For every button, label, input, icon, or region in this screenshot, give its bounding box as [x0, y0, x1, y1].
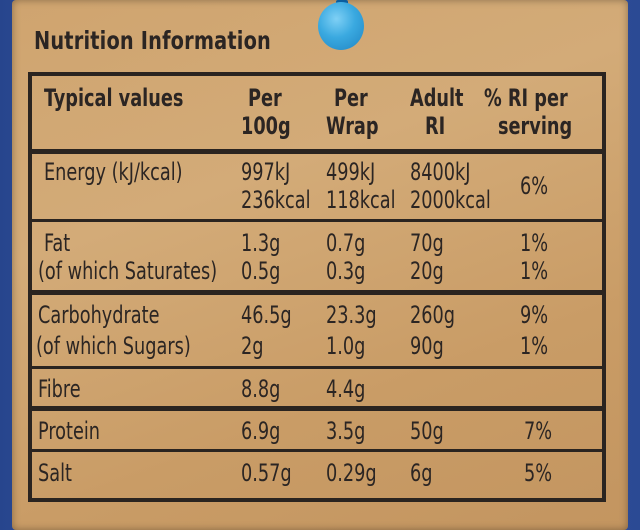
- sugars-wrap: 1.0g: [326, 332, 366, 360]
- row-divider: [28, 219, 606, 222]
- energy-wrap-kcal: 118kcal: [326, 186, 396, 214]
- salt-wrap: 0.29g: [326, 459, 377, 487]
- carbohydrate-per100: 46.5g: [241, 301, 292, 329]
- header-adult-ri-line2: RI: [425, 112, 446, 140]
- sugars-ri: 1%: [520, 332, 549, 360]
- protein-per100: 6.9g: [241, 417, 281, 445]
- header-divider: [28, 149, 606, 154]
- row-label-saturates: (of which Saturates): [38, 257, 218, 285]
- saturates-per100: 0.5g: [241, 257, 281, 285]
- row-divider: [28, 290, 606, 295]
- carbohydrate-wrap: 23.3g: [326, 301, 377, 329]
- blue-pin: [318, 2, 364, 50]
- energy-adult-kj: 8400kJ: [410, 158, 471, 186]
- protein-wrap: 3.5g: [326, 417, 366, 445]
- protein-adult: 50g: [410, 417, 444, 445]
- nutrition-label: [12, 0, 628, 530]
- header-per-wrap: Per: [334, 84, 368, 112]
- header-per-wrap-line2: Wrap: [326, 112, 379, 140]
- saturates-ri: 1%: [520, 257, 549, 285]
- sugars-per100: 2g: [241, 332, 264, 360]
- carbohydrate-ri: 9%: [520, 301, 549, 329]
- row-divider: [28, 449, 606, 452]
- saturates-wrap: 0.3g: [326, 257, 366, 285]
- row-label-energy: Energy (kJ/kcal): [44, 158, 183, 186]
- header-per-100g: Per: [248, 84, 282, 112]
- salt-ri: 5%: [524, 459, 553, 487]
- row-label-protein: Protein: [38, 417, 100, 445]
- nutrition-table: [28, 72, 606, 502]
- label-title: Nutrition Information: [34, 26, 272, 55]
- header-adult-ri: Adult: [410, 84, 464, 112]
- protein-ri: 7%: [524, 417, 553, 445]
- row-label-sugars: (of which Sugars): [36, 332, 191, 360]
- salt-adult: 6g: [410, 459, 433, 487]
- row-label-fibre: Fibre: [38, 375, 81, 403]
- header-ri-per-serving-line2: serving: [498, 112, 573, 140]
- fat-wrap: 0.7g: [326, 229, 366, 257]
- saturates-adult: 20g: [410, 257, 444, 285]
- sugars-adult: 90g: [410, 332, 444, 360]
- header-typical-values: Typical values: [44, 84, 184, 112]
- row-label-carbohydrate: Carbohydrate: [38, 301, 160, 329]
- energy-per100-kcal: 236kcal: [241, 186, 311, 214]
- header-ri-per-serving: % RI per: [484, 84, 568, 112]
- energy-ri: 6%: [520, 172, 549, 200]
- salt-per100: 0.57g: [241, 459, 292, 487]
- row-divider: [28, 406, 606, 411]
- row-label-fat: Fat: [44, 229, 71, 257]
- energy-per100-kj: 997kJ: [241, 158, 291, 186]
- energy-adult-kcal: 2000kcal: [410, 186, 491, 214]
- fat-per100: 1.3g: [241, 229, 281, 257]
- fat-ri: 1%: [520, 229, 549, 257]
- energy-wrap-kj: 499kJ: [326, 158, 376, 186]
- fibre-per100: 8.8g: [241, 375, 281, 403]
- row-divider: [28, 366, 606, 369]
- fibre-wrap: 4.4g: [326, 375, 366, 403]
- row-label-salt: Salt: [38, 459, 72, 487]
- header-per-100g-line2: 100g: [241, 112, 291, 140]
- carbohydrate-adult: 260g: [410, 301, 456, 329]
- fat-adult: 70g: [410, 229, 444, 257]
